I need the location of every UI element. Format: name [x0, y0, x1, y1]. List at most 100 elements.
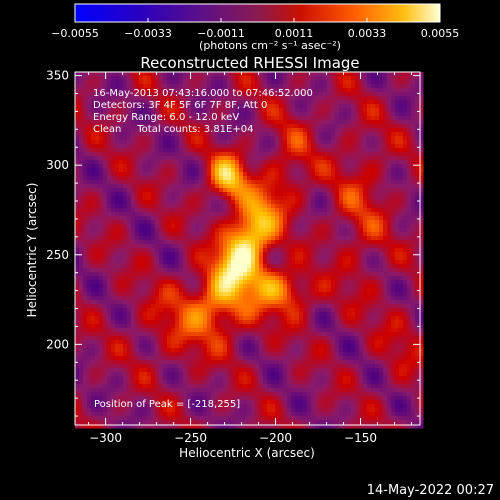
heatmap-cell — [287, 188, 292, 193]
heatmap-cell — [171, 272, 176, 277]
heatmap-cell — [111, 140, 116, 145]
heatmap-cell — [187, 104, 192, 109]
heatmap-cell — [339, 228, 344, 233]
heatmap-cell — [95, 100, 100, 105]
heatmap-cell — [279, 116, 284, 121]
heatmap-cell — [171, 164, 176, 169]
heatmap-cell — [259, 108, 264, 113]
heatmap-cell — [211, 84, 216, 89]
heatmap-cell — [259, 284, 264, 289]
heatmap-cell — [419, 180, 424, 185]
heatmap-cell — [99, 144, 104, 149]
heatmap-cell — [139, 148, 144, 153]
heatmap-cell — [359, 88, 364, 93]
heatmap-cell — [367, 84, 372, 89]
heatmap-cell — [371, 184, 376, 189]
heatmap-cell — [367, 224, 372, 229]
colorbar-tick-label: −0.0011 — [197, 27, 245, 40]
heatmap-cell — [263, 112, 268, 117]
heatmap-cell — [323, 164, 328, 169]
heatmap-cell — [95, 212, 100, 217]
heatmap-cell — [335, 196, 340, 201]
heatmap-cell — [251, 180, 256, 185]
heatmap-cell — [219, 272, 224, 277]
heatmap-cell — [135, 252, 140, 257]
heatmap-cell — [395, 260, 400, 265]
heatmap-cell — [183, 256, 188, 261]
heatmap-cell — [343, 100, 348, 105]
heatmap-cell — [203, 152, 208, 157]
heatmap-cell — [223, 140, 228, 145]
heatmap-cell — [255, 236, 260, 241]
heatmap-cell — [155, 76, 160, 81]
heatmap-cell — [183, 244, 188, 249]
heatmap-cell — [139, 176, 144, 181]
heatmap-cell — [223, 176, 228, 181]
heatmap-cell — [355, 288, 360, 293]
heatmap-cell — [103, 188, 108, 193]
heatmap-cell — [215, 112, 220, 117]
heatmap-cell — [91, 272, 96, 277]
heatmap-cell — [403, 296, 408, 301]
heatmap-cell — [199, 296, 204, 301]
heatmap-cell — [143, 228, 148, 233]
heatmap-cell — [147, 128, 152, 133]
heatmap-cell — [407, 184, 412, 189]
heatmap-cell — [191, 200, 196, 205]
heatmap-cell — [387, 208, 392, 213]
heatmap-cell — [219, 160, 224, 165]
heatmap-cell — [315, 88, 320, 93]
heatmap-cell — [271, 72, 276, 77]
heatmap-cell — [323, 236, 328, 241]
heatmap-cell — [99, 296, 104, 301]
heatmap-cell — [147, 92, 152, 97]
heatmap-cell — [299, 256, 304, 261]
heatmap-cell — [215, 176, 220, 181]
heatmap-cell — [219, 128, 224, 133]
heatmap-cell — [315, 232, 320, 237]
heatmap-cell — [255, 148, 260, 153]
heatmap-cell — [327, 108, 332, 113]
heatmap-cell — [283, 176, 288, 181]
heatmap-cell — [359, 296, 364, 301]
heatmap-cell — [247, 164, 252, 169]
heatmap-cell — [387, 200, 392, 205]
heatmap-cell — [107, 72, 112, 77]
heatmap-cell — [411, 88, 416, 93]
heatmap-cell — [295, 216, 300, 221]
heatmap-cell — [359, 80, 364, 85]
heatmap-cell — [355, 208, 360, 213]
heatmap-cell — [151, 288, 156, 293]
heatmap-cell — [115, 284, 120, 289]
heatmap-cell — [167, 204, 172, 209]
heatmap-cell — [175, 72, 180, 77]
heatmap-cell — [355, 100, 360, 105]
heatmap-cell — [203, 248, 208, 253]
heatmap-cell — [151, 132, 156, 137]
heatmap-cell — [339, 200, 344, 205]
heatmap-cell — [79, 168, 84, 173]
heatmap-cell — [195, 168, 200, 173]
heatmap-cell — [191, 288, 196, 293]
heatmap-cell — [155, 116, 160, 121]
heatmap-cell — [347, 76, 352, 81]
heatmap-cell — [411, 184, 416, 189]
heatmap-cell — [131, 180, 136, 185]
heatmap-cell — [295, 228, 300, 233]
heatmap-cell — [403, 196, 408, 201]
heatmap-cell — [95, 128, 100, 133]
heatmap-cell — [87, 244, 92, 249]
heatmap-cell — [227, 100, 232, 105]
heatmap-cell — [207, 116, 212, 121]
heatmap-cell — [199, 172, 204, 177]
heatmap-cell — [411, 196, 416, 201]
heatmap-cell — [83, 152, 88, 157]
heatmap-cell — [215, 152, 220, 157]
heatmap-cell — [387, 108, 392, 113]
heatmap-cell — [395, 132, 400, 137]
heatmap-cell — [363, 156, 368, 161]
heatmap-cell — [383, 84, 388, 89]
heatmap-cell — [95, 260, 100, 265]
heatmap-cell — [171, 112, 176, 117]
heatmap-cell — [127, 256, 132, 261]
